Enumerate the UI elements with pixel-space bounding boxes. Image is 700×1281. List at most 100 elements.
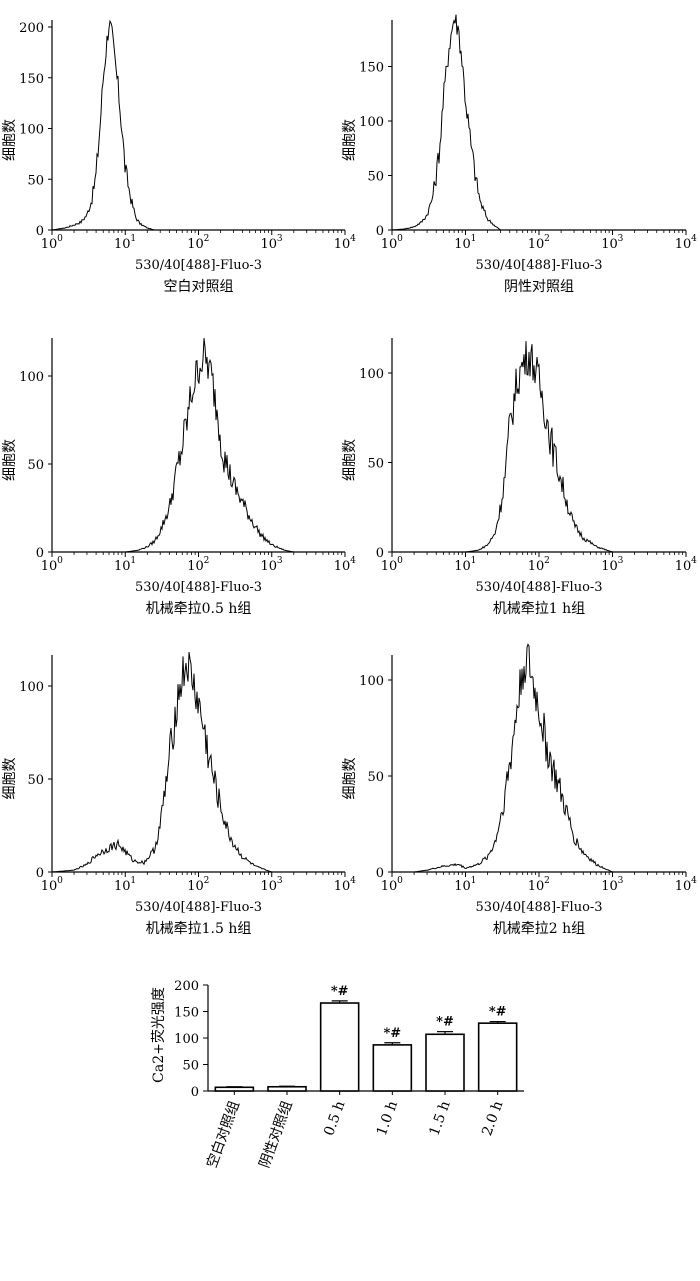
x-tick-label: 10 — [454, 879, 471, 894]
x-tick-label: 10 — [454, 559, 471, 574]
y-tick-label: 150 — [19, 72, 44, 87]
x-tick-exponent: 3 — [277, 876, 283, 886]
x-axis-label: 530/40[488]-Fluo-3 — [475, 258, 602, 273]
y-tick-label: 0 — [376, 866, 384, 881]
x-tick-label: 10 — [601, 559, 618, 574]
x-tick-exponent: 2 — [204, 876, 210, 886]
x-tick-label: 10 — [187, 237, 204, 252]
x-tick-exponent: 2 — [204, 556, 210, 566]
x-tick-label: 10 — [187, 879, 204, 894]
x-tick-exponent: 0 — [397, 876, 403, 886]
y-tick-label: 100 — [19, 123, 44, 138]
y-tick-label: 0 — [36, 866, 44, 881]
bar — [214, 1086, 255, 1092]
y-axis-label: 细胞数 — [2, 119, 18, 161]
y-axis-label: 细胞数 — [2, 758, 18, 800]
x-tick-label: 10 — [528, 559, 545, 574]
x-tick-label: 10 — [260, 879, 277, 894]
x-tick-exponent: 4 — [691, 234, 697, 244]
y-tick-label: 200 — [19, 21, 44, 36]
bar-y-tick-label: 100 — [174, 1032, 199, 1047]
x-tick-label: 10 — [187, 559, 204, 574]
x-tick-exponent: 1 — [130, 234, 136, 244]
x-tick-label: 10 — [601, 879, 618, 894]
bar-y-tick-label: 150 — [174, 1006, 199, 1021]
y-tick-label: 50 — [367, 457, 384, 472]
x-tick-exponent: 0 — [397, 556, 403, 566]
bar-category-label: 2.0 h — [479, 1099, 506, 1138]
x-tick-exponent: 0 — [397, 234, 403, 244]
x-tick-exponent: 3 — [618, 234, 624, 244]
histogram-line — [52, 338, 345, 553]
histogram-line — [392, 341, 686, 553]
x-tick-exponent: 2 — [544, 876, 550, 886]
bar-y-tick-label: 50 — [182, 1059, 199, 1074]
x-tick-label: 10 — [675, 879, 692, 894]
panel-caption: 机械牵拉0.5 h组 — [146, 601, 252, 617]
y-tick-label: 50 — [27, 173, 44, 188]
x-tick-exponent: 0 — [57, 876, 63, 886]
x-tick-label: 10 — [334, 237, 351, 252]
y-tick-label: 0 — [376, 546, 384, 561]
x-tick-label: 10 — [334, 879, 351, 894]
x-tick-label: 10 — [260, 237, 277, 252]
bar-y-axis-label: Ca2+荧光强度 — [150, 987, 167, 1083]
x-tick-exponent: 2 — [204, 234, 210, 244]
x-tick-exponent: 2 — [544, 556, 550, 566]
x-axis-label: 530/40[488]-Fluo-3 — [135, 258, 262, 273]
x-tick-exponent: 1 — [471, 556, 477, 566]
x-tick-exponent: 2 — [544, 234, 550, 244]
y-tick-label: 150 — [359, 61, 384, 76]
bar-category-label: 1.0 h — [374, 1099, 401, 1138]
x-tick-exponent: 3 — [277, 556, 283, 566]
x-tick-exponent: 4 — [350, 234, 356, 244]
x-tick-exponent: 4 — [691, 876, 697, 886]
x-tick-label: 10 — [601, 237, 618, 252]
x-tick-exponent: 4 — [350, 556, 356, 566]
y-axis-label: 细胞数 — [342, 439, 358, 481]
bar-y-tick-label: 200 — [174, 979, 199, 994]
bar-category-label: 阴性对照组 — [257, 1099, 296, 1170]
histogram-line — [391, 14, 686, 231]
x-tick-label: 10 — [381, 237, 398, 252]
bar — [372, 1044, 413, 1092]
x-tick-label: 10 — [381, 879, 398, 894]
x-tick-label: 10 — [454, 237, 471, 252]
bar-y-tick-label: 0 — [191, 1085, 199, 1100]
x-tick-exponent: 3 — [277, 234, 283, 244]
bar-category-label: 空白对照组 — [204, 1099, 243, 1170]
x-tick-label: 10 — [114, 879, 131, 894]
histogram-line — [51, 652, 345, 873]
x-tick-exponent: 1 — [471, 876, 477, 886]
x-tick-exponent: 3 — [618, 556, 624, 566]
panel-caption: 阴性对照组 — [504, 279, 574, 295]
y-tick-label: 50 — [367, 770, 384, 785]
x-tick-label: 10 — [114, 559, 131, 574]
y-axis-label: 细胞数 — [342, 758, 358, 800]
panel-caption: 机械牵拉1 h组 — [493, 601, 585, 617]
y-tick-label: 0 — [36, 546, 44, 561]
x-tick-label: 10 — [41, 559, 58, 574]
bar-category-label: 1.5 h — [427, 1099, 454, 1138]
x-tick-label: 10 — [114, 237, 131, 252]
x-axis-label: 530/40[488]-Fluo-3 — [475, 900, 602, 915]
x-axis-label: 530/40[488]-Fluo-3 — [475, 580, 602, 595]
x-tick-label: 10 — [41, 879, 58, 894]
bar — [425, 1033, 465, 1092]
y-axis-label: 细胞数 — [2, 439, 18, 481]
x-axis-label: 530/40[488]-Fluo-3 — [135, 900, 262, 915]
x-tick-exponent: 1 — [471, 234, 477, 244]
x-tick-label: 10 — [675, 559, 692, 574]
y-tick-label: 50 — [27, 773, 44, 788]
y-tick-label: 50 — [27, 458, 44, 473]
x-tick-exponent: 0 — [57, 556, 63, 566]
x-tick-label: 10 — [528, 237, 545, 252]
x-tick-exponent: 4 — [350, 876, 356, 886]
